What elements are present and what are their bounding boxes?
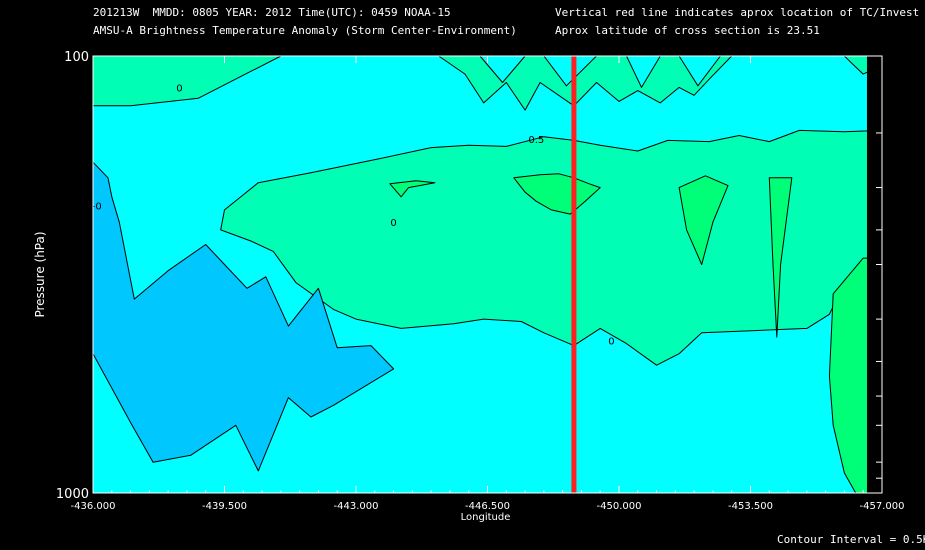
x-axis-title: Longitude bbox=[461, 512, 511, 523]
missing-data-band bbox=[866, 56, 882, 493]
x-tick-label: -453.500 bbox=[728, 501, 773, 512]
axes: -436.000 -439.500 -443.000 -446.500 -450.000… bbox=[33, 50, 904, 523]
x-tick-label: -439.500 bbox=[202, 501, 247, 512]
contour-region-elongated-cell bbox=[678, 175, 729, 265]
contour-region-near-tc-core bbox=[513, 173, 601, 215]
x-tick-label: -436.000 bbox=[71, 501, 116, 512]
contour-region-small-cell-left bbox=[389, 180, 436, 198]
header-line2-right: Aprox latitude of cross section is 23.51 bbox=[555, 24, 820, 37]
contour-label: 0 bbox=[608, 337, 614, 348]
overlay: 0 0 0 0.5 -0 bbox=[92, 56, 615, 493]
contour-region-top-middle-warm bbox=[438, 55, 733, 111]
contour-region-thin-spike bbox=[768, 177, 793, 338]
contour-label: 0 bbox=[390, 218, 396, 229]
header-line2-left: AMSU-A Brightness Temperature Anomaly (S… bbox=[93, 24, 517, 37]
header-line1-right: Vertical red line indicates aprox locati… bbox=[555, 6, 920, 19]
contour-label: 0 bbox=[176, 83, 182, 94]
x-tick-label: -446.500 bbox=[465, 501, 510, 512]
x-tick-label: -450.000 bbox=[597, 501, 642, 512]
y-tick-label: 100 bbox=[64, 50, 89, 65]
x-tick-label: -457.000 bbox=[860, 501, 905, 512]
header-line1-left: 201213W MMDD: 0805 YEAR: 2012 Time(UTC):… bbox=[93, 6, 451, 19]
contour-label: 0.5 bbox=[528, 135, 544, 146]
x-tick-label: -443.000 bbox=[334, 501, 379, 512]
y-axis-title: Pressure (hPa) bbox=[33, 231, 47, 317]
contour-region-lower-left-cold bbox=[92, 161, 395, 472]
plot-area bbox=[92, 55, 883, 494]
contour-label: -0 bbox=[92, 202, 102, 213]
y-tick-label: 1000 bbox=[56, 487, 89, 502]
contour-interval-label: Contour Interval = 0.5K bbox=[777, 533, 925, 546]
